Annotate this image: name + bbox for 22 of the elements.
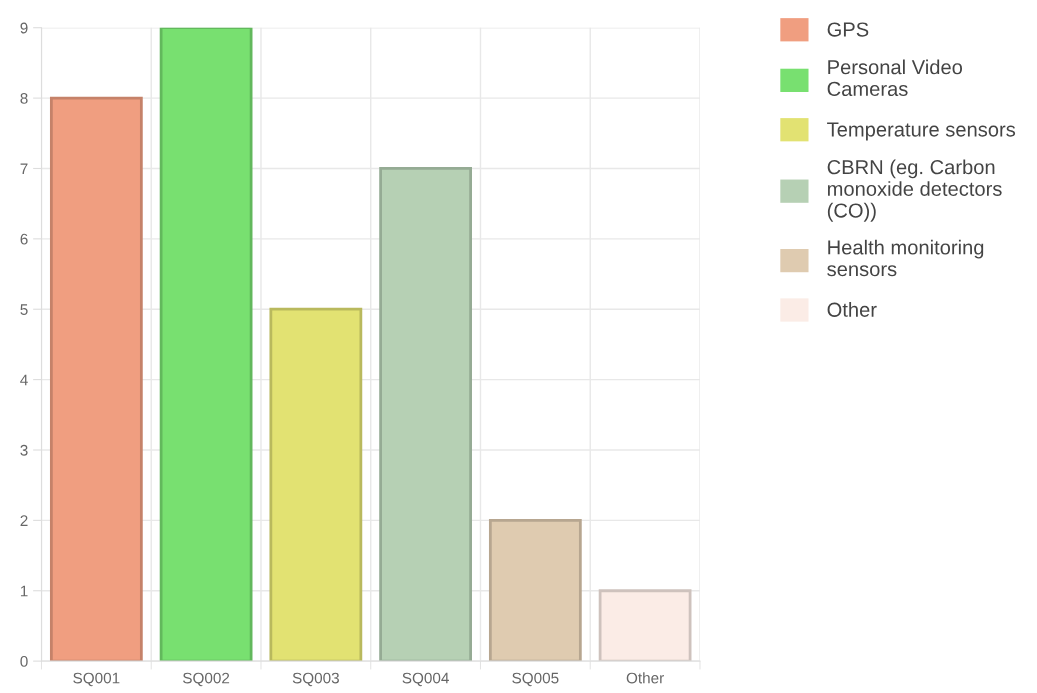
y-tick-label: 3 — [20, 444, 28, 456]
x-tick-label: SQ004 — [402, 672, 449, 687]
y-tick-label: 4 — [20, 374, 28, 386]
legend-label: Other — [827, 302, 877, 317]
x-tick-label: SQ001 — [73, 672, 120, 687]
legend-label: Temperature sensors — [827, 122, 1016, 141]
y-tick-label: 6 — [20, 233, 28, 245]
x-tick-label: SQ002 — [183, 672, 230, 687]
y-tick-label: 2 — [20, 515, 28, 526]
legend-label: Health monitoring sensors — [827, 239, 984, 277]
y-tick-label: 7 — [20, 163, 28, 175]
legend-label: Personal Video Cameras — [827, 59, 963, 96]
legend-label: GPS — [827, 22, 869, 37]
x-tick-label: Other — [626, 672, 664, 684]
y-tick-label: 9 — [20, 22, 28, 34]
y-tick-label: 5 — [20, 304, 28, 315]
x-tick-label: SQ003 — [292, 672, 339, 687]
y-tick-label: 8 — [20, 92, 28, 104]
x-tick-label: SQ005 — [512, 672, 559, 687]
y-tick-label: 0 — [20, 655, 28, 667]
y-tick-label: 1 — [20, 585, 28, 597]
legend-label: CBRN (eg. Carbon monoxide detectors (CO)) — [827, 159, 1002, 222]
